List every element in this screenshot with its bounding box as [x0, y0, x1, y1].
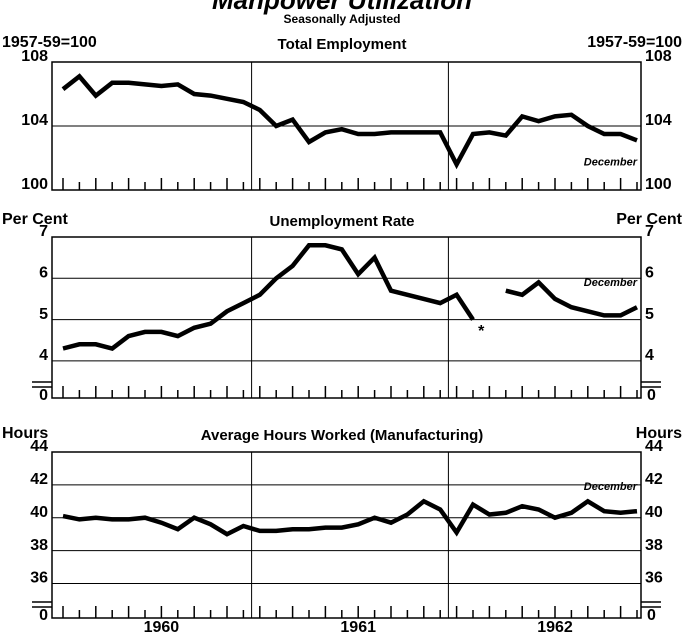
- y-tick-label-right: 0: [647, 387, 656, 404]
- annotation: December: [584, 277, 638, 289]
- y-tick-label: 104: [21, 112, 48, 129]
- y-tick-label-right: 44: [645, 438, 663, 455]
- y-tick-label: 42: [30, 471, 48, 488]
- chart-subtitle: Seasonally Adjusted: [284, 12, 401, 26]
- annotation: December: [584, 481, 638, 493]
- gap-note: *: [478, 323, 485, 340]
- y-tick-label-right: 36: [645, 570, 663, 587]
- y-axis-label: Per Cent: [2, 211, 68, 228]
- data-line: [62, 243, 639, 351]
- panel-title: Average Hours Worked (Manufacturing): [201, 427, 484, 444]
- y-tick-label-right: 100: [645, 176, 672, 193]
- y-tick-label: 44: [30, 438, 48, 455]
- chart-title: Manpower Utilization: [212, 0, 472, 15]
- y-tick-label-right: 42: [645, 471, 663, 488]
- y-tick-label: 4: [39, 347, 48, 364]
- data-line: [62, 498, 638, 537]
- y-tick-label: 5: [39, 306, 48, 323]
- y-tick-label-right: 6: [645, 265, 654, 282]
- x-tick-label: 1960: [144, 619, 180, 636]
- y-tick-label-right: 7: [645, 223, 654, 240]
- y-tick-label-right: 0: [647, 607, 656, 624]
- y-tick-label: 108: [21, 48, 48, 65]
- y-tick-label-right: 38: [645, 537, 663, 554]
- annotation: December: [584, 156, 638, 168]
- y-axis-label-right: 1957-59=100: [587, 34, 682, 51]
- panel-frame: [51, 451, 642, 619]
- y-tick-label-right: 4: [645, 347, 654, 364]
- y-tick-label: 38: [30, 537, 48, 554]
- y-tick-label: 7: [39, 223, 48, 240]
- y-tick-label-right: 108: [645, 48, 672, 65]
- y-axis-label-right: Per Cent: [616, 211, 682, 228]
- y-tick-label: 36: [30, 570, 48, 587]
- y-tick-label: 40: [30, 504, 48, 521]
- panel-title: Unemployment Rate: [269, 213, 414, 230]
- panel-frame: [51, 236, 642, 399]
- y-tick-label: 0: [39, 607, 48, 624]
- y-tick-label-right: 104: [645, 112, 672, 129]
- x-tick-label: 1961: [340, 619, 376, 636]
- y-axis-label: 1957-59=100: [2, 34, 97, 51]
- panel-title: Total Employment: [278, 36, 407, 53]
- y-tick-label-right: 40: [645, 504, 663, 521]
- y-tick-label: 6: [39, 265, 48, 282]
- x-tick-label: 1962: [537, 619, 573, 636]
- y-axis-label: Hours: [2, 425, 48, 442]
- y-tick-label-right: 5: [645, 306, 654, 323]
- y-tick-label: 0: [39, 387, 48, 404]
- y-tick-label: 100: [21, 176, 48, 193]
- data-line: [61, 73, 638, 170]
- y-axis-label-right: Hours: [636, 425, 682, 442]
